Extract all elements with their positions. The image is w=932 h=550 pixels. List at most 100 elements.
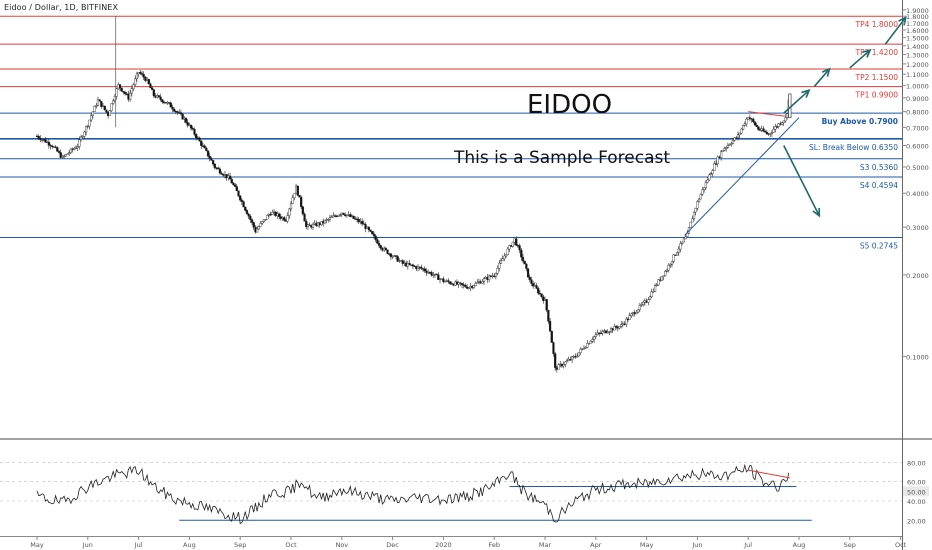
- candle-body: [259, 223, 262, 227]
- forecast-arrow: [783, 145, 821, 217]
- rsi-tick-label: 20.00: [907, 517, 926, 525]
- candle-body: [161, 99, 164, 103]
- candle-body: [189, 124, 193, 129]
- price-tick-label: 0.6000: [906, 143, 929, 151]
- candle-body: [262, 219, 266, 222]
- candle-body: [130, 88, 133, 94]
- candle-body: [374, 235, 377, 240]
- candle-body: [472, 285, 475, 288]
- time-tick-label: Feb: [488, 541, 500, 549]
- candle-body: [179, 112, 183, 115]
- level-label: S3 0.5360: [860, 163, 898, 172]
- candle-body: [552, 342, 555, 354]
- time-tick-label: Jul: [743, 541, 752, 549]
- candle-body: [460, 283, 464, 285]
- candle-body: [208, 155, 211, 159]
- candle-body: [582, 348, 586, 350]
- candle-body: [665, 269, 669, 272]
- forecast-arrow: [813, 68, 831, 88]
- candle-body: [250, 219, 254, 223]
- candle-body: [235, 186, 238, 192]
- candle-body: [44, 139, 47, 143]
- candle-body: [47, 141, 50, 146]
- price-tick-label: 1.4000: [906, 43, 929, 51]
- candle-body: [230, 178, 233, 184]
- candle-body: [213, 163, 216, 168]
- time-tick-label: Aug: [183, 541, 196, 549]
- candle-body: [323, 220, 326, 224]
- axes: 0.1000 0.2000 0.3000 0.4000 0.5000 0.6000 0.70…: [30, 7, 929, 549]
- candle-body: [198, 137, 201, 142]
- rsi-tick-label: 60.00: [907, 479, 926, 487]
- price-tick-label: 1.2000: [906, 61, 929, 69]
- candle-body: [677, 248, 680, 253]
- candle-body: [692, 211, 696, 220]
- candle-body: [240, 199, 243, 202]
- candle-body: [269, 214, 272, 216]
- candle-body: [667, 265, 670, 271]
- candle-body: [76, 146, 79, 149]
- trendlines: [684, 111, 800, 236]
- candle-body: [217, 167, 220, 170]
- candle-body: [604, 330, 608, 334]
- candle-body: [672, 254, 675, 262]
- candle-body: [85, 126, 88, 133]
- candle-body: [239, 195, 242, 201]
- candle-body: [757, 126, 760, 130]
- candle-body: [110, 103, 113, 111]
- candle-body: [330, 216, 333, 218]
- candle-body: [504, 254, 508, 257]
- candle-body: [591, 339, 594, 342]
- candle-body: [200, 141, 203, 146]
- candle-body: [68, 152, 71, 155]
- candle-body: [642, 302, 645, 305]
- candle-body: [769, 133, 772, 135]
- price-tick-label: 0.2000: [906, 272, 929, 280]
- forecast-arrowhead: [812, 207, 821, 218]
- candle-body: [630, 313, 633, 316]
- candle-body: [494, 273, 497, 277]
- candle-body: [664, 271, 667, 276]
- time-tick-label: Dec: [386, 541, 399, 549]
- candle-body: [689, 221, 692, 228]
- candle-body: [594, 334, 597, 337]
- candle-body: [442, 278, 445, 282]
- candle-body: [752, 118, 755, 123]
- candle-body: [291, 197, 294, 204]
- level-label: TP4 1.8000: [854, 20, 898, 29]
- candle-body: [601, 331, 604, 334]
- triangle-top-line: [748, 111, 785, 117]
- candle-body: [699, 194, 702, 200]
- candle-body: [176, 111, 179, 113]
- candle-body: [496, 268, 499, 274]
- candle-body: [159, 96, 162, 100]
- candle-body: [371, 231, 374, 235]
- candle-body: [432, 274, 435, 276]
- candle-body: [625, 318, 628, 325]
- level-label: TP3 1.4200: [854, 48, 898, 57]
- candle-body: [547, 309, 550, 322]
- candle-body: [357, 219, 360, 223]
- candle-body: [376, 239, 379, 244]
- candle-body: [237, 190, 240, 197]
- candle-body: [171, 107, 174, 110]
- candle-body: [745, 118, 748, 125]
- candle-body: [142, 74, 145, 78]
- candle-body: [56, 147, 59, 152]
- candle-body: [362, 223, 365, 225]
- candle-body: [306, 224, 310, 228]
- candle-body: [762, 128, 765, 132]
- candle-body: [59, 152, 62, 158]
- candle-body: [244, 206, 247, 211]
- candle-body: [122, 90, 125, 93]
- candle-body: [532, 283, 535, 287]
- rsi-tick-label: 40.00: [907, 498, 926, 506]
- time-tick-label: May: [640, 541, 654, 549]
- candle-body: [623, 323, 626, 325]
- candle-body: [498, 262, 501, 269]
- candle-body: [740, 128, 743, 134]
- candle-body: [210, 158, 213, 161]
- candle-body: [118, 84, 122, 89]
